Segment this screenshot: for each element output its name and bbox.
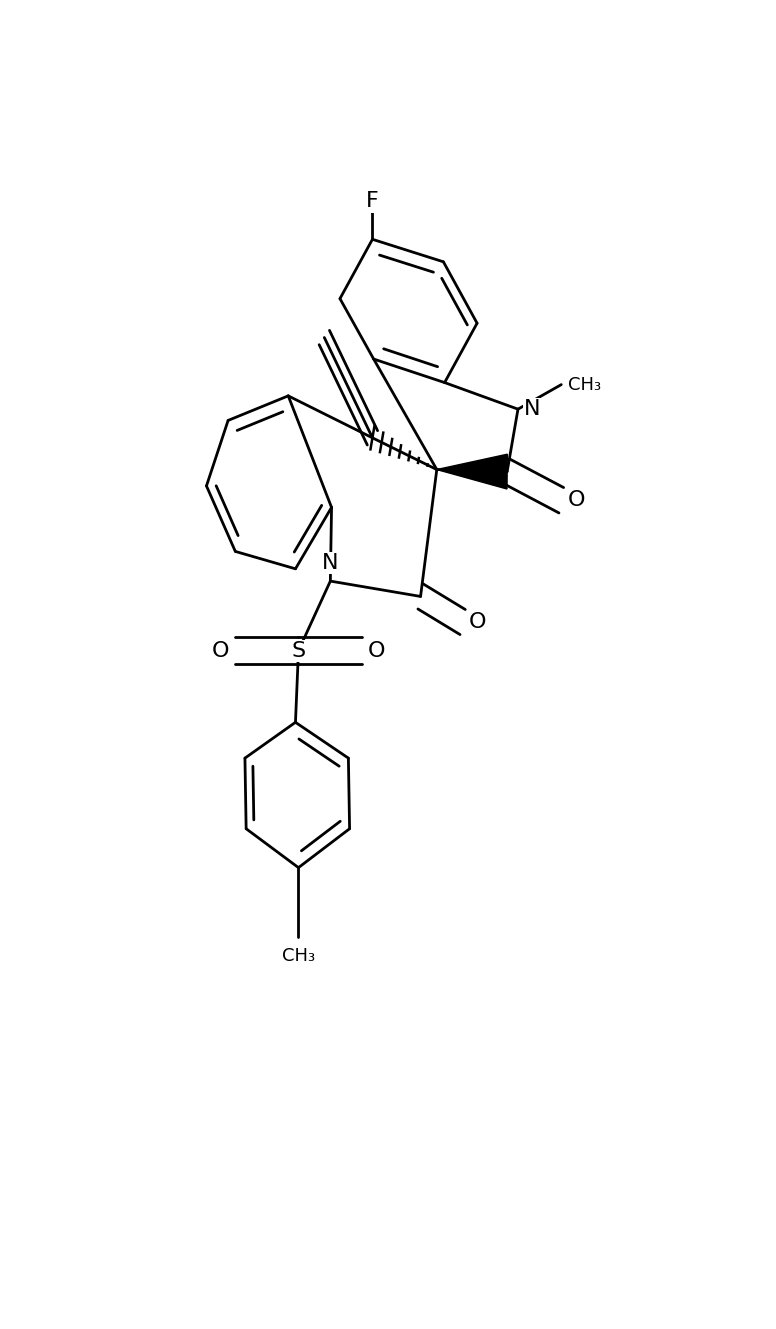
Polygon shape [437,455,508,489]
Text: O: O [368,641,385,661]
Text: CH₃: CH₃ [569,376,601,393]
Text: F: F [366,191,379,211]
Text: O: O [212,641,230,661]
Text: O: O [469,613,487,633]
Text: O: O [567,490,585,510]
Text: N: N [322,553,338,573]
Text: S: S [292,641,306,661]
Text: CH₃: CH₃ [282,948,315,965]
Text: N: N [524,399,541,419]
